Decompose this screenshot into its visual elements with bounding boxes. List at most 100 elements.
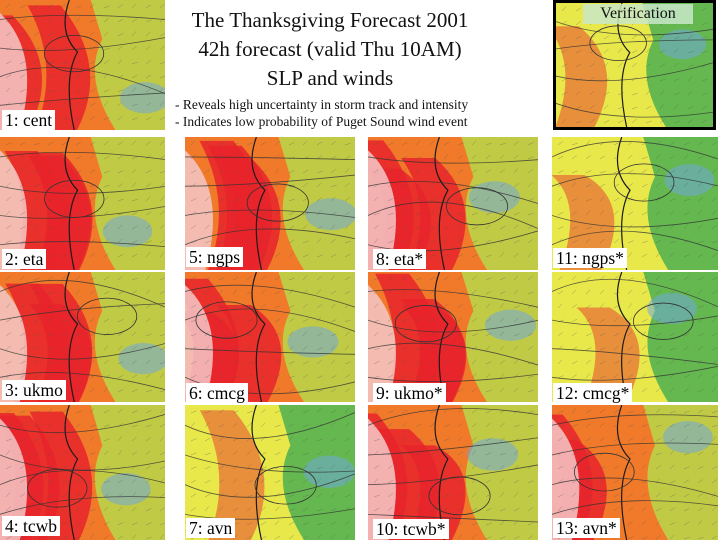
wind-barb: [457, 197, 464, 202]
wind-barb: [288, 198, 295, 202]
wind-barb: [669, 332, 676, 337]
wind-barb: [218, 450, 224, 456]
wind-barb: [344, 507, 350, 512]
wind-barb: [373, 303, 379, 309]
wind-barb: [589, 104, 595, 110]
wind-barb: [89, 333, 96, 337]
wind-barb: [669, 184, 676, 188]
wind-barb: [513, 345, 519, 351]
wind-barb: [47, 291, 54, 295]
wind-barb: [19, 289, 25, 295]
wind-barb: [485, 224, 491, 230]
wind-barb: [131, 346, 137, 351]
wind-barb: [557, 211, 564, 216]
wind-barb: [641, 197, 648, 202]
wind-barb: [485, 142, 492, 146]
wind-barb: [288, 156, 295, 160]
wind-barb: [204, 224, 210, 230]
wind-barb: [599, 275, 605, 281]
isobar: [0, 151, 165, 160]
isobar: [0, 303, 165, 321]
wind-barb: [527, 522, 534, 526]
wind-barb: [145, 373, 151, 379]
wind-barb: [302, 331, 308, 337]
wind-barb: [561, 34, 567, 40]
wind-barb: [471, 333, 478, 337]
wind-barb: [373, 238, 379, 244]
wind-barb: [145, 45, 151, 51]
wind-barb: [655, 318, 662, 323]
wind-barb: [89, 141, 96, 146]
wind-barb: [603, 104, 609, 110]
wind-barb: [103, 238, 109, 244]
wind-barb: [159, 507, 165, 512]
wind-barb: [61, 87, 67, 93]
wind-barb: [499, 169, 506, 174]
wind-barb: [47, 464, 53, 470]
gale-band: [552, 175, 615, 270]
wind-barb: [232, 332, 239, 337]
wind-barb: [330, 319, 337, 323]
wind-barb: [627, 493, 634, 498]
wind-barb: [499, 252, 505, 258]
wind-barb: [302, 424, 309, 428]
wind-barb: [613, 304, 620, 309]
wind-barb: [5, 318, 12, 323]
panel-label-ngps-star: 11: ngps*: [553, 248, 627, 268]
coastline: [434, 405, 449, 540]
wind-barb: [401, 319, 408, 323]
wind-barb: [585, 155, 591, 160]
wind-barb: [103, 359, 109, 365]
wind-barb: [415, 438, 422, 442]
wind-barb: [61, 141, 68, 146]
wind-barb: [711, 277, 718, 281]
wind-barb: [527, 212, 534, 216]
wind-barb: [669, 437, 676, 442]
wind-barb: [75, 226, 82, 230]
wind-barb: [159, 361, 165, 365]
wind-barb: [117, 408, 123, 414]
isobar: [552, 230, 718, 251]
wind-barb: [513, 479, 520, 484]
wind-barb: [204, 374, 211, 379]
wind-barb: [302, 156, 309, 160]
wind-barb: [485, 373, 491, 379]
wind-barb: [485, 464, 491, 470]
wind-barb: [557, 479, 563, 484]
gale-band: [576, 307, 640, 402]
wind-barb: [687, 64, 694, 68]
wind-barb: [302, 275, 308, 281]
panel-label-cmcg-star: 12: cmcg*: [553, 383, 633, 403]
wind-barb: [117, 183, 124, 188]
wind-barb: [627, 211, 634, 216]
wind-barb: [683, 536, 690, 540]
wind-barb: [103, 387, 108, 393]
wind-barb: [145, 60, 151, 65]
wind-barb: [145, 359, 151, 365]
wind-barb: [471, 507, 478, 512]
wind-barb: [485, 212, 492, 216]
wind-barb: [159, 87, 164, 93]
wind-barb: [387, 506, 393, 512]
wind-barb: [302, 507, 309, 512]
wind-barb: [33, 277, 40, 281]
wind-barb: [89, 534, 94, 540]
wind-barb: [232, 478, 237, 484]
wind-barb: [330, 478, 336, 484]
wind-barb: [218, 170, 225, 174]
wind-barb: [557, 494, 564, 498]
wind-barb: [683, 239, 690, 244]
wind-barb: [655, 141, 661, 146]
storm-core: [552, 418, 580, 540]
wind-barb: [373, 183, 380, 188]
wind-barb: [631, 118, 637, 124]
isobar-ring: [428, 476, 491, 516]
wind-barb: [274, 466, 281, 470]
wind-barb: [288, 239, 295, 244]
wind-barb: [571, 408, 576, 414]
wind-barb: [344, 345, 349, 351]
wind-barb: [47, 422, 53, 428]
wind-barb: [457, 361, 464, 365]
wind-barb: [641, 319, 648, 323]
wind-barb: [190, 493, 197, 498]
